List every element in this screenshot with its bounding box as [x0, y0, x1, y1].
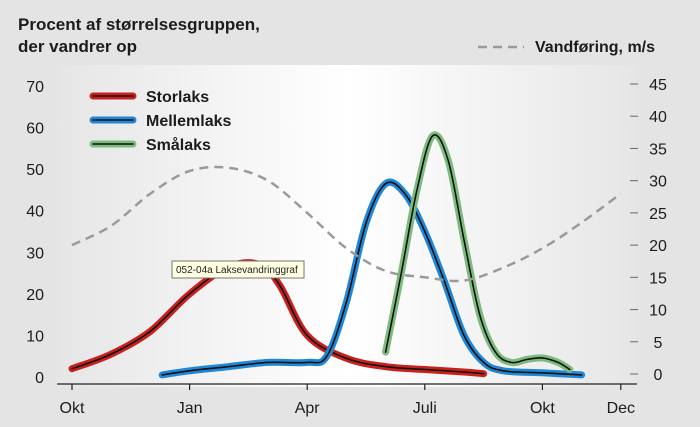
y2-tick-label: 35 [649, 141, 667, 158]
y2-tick-label: 0 [654, 367, 663, 384]
chart-title-line-2: der vandrer op [18, 37, 137, 56]
x-tick-label: Okt [530, 400, 555, 417]
y-tick-label: 0 [35, 370, 44, 387]
y-tick-label: 60 [26, 121, 44, 138]
y-tick-label: 20 [26, 287, 44, 304]
y2-tick-label: 20 [649, 238, 667, 255]
y2-tick-label: 45 [649, 77, 667, 94]
legend: Storlaks Mellemlaks Smålaks [89, 89, 231, 154]
legend-label-sm-laks: Smålaks [146, 136, 211, 154]
series-core-mellemlaks [161, 181, 583, 376]
x-tick-label: Juli [413, 400, 437, 417]
axes: Okt Jan Apr Juli Okt Dec 0 10 20 30 40 50 60 70 0 5 10 15… [26, 77, 667, 417]
series-core-storlaks [71, 261, 485, 375]
y2-tick-label: 10 [649, 303, 667, 320]
y-tick-label: 70 [26, 79, 44, 96]
y-tick-label: 50 [26, 162, 44, 179]
series-core-sm-laks [384, 134, 571, 371]
legend-label-storlaks: Storlaks [146, 89, 209, 106]
y2-tick-label: 40 [649, 109, 667, 126]
series-layer [68, 131, 622, 379]
plot-area [57, 65, 637, 387]
tooltip-label: 052-04a Laksevandringgraf [176, 265, 298, 276]
x-tick-label: Dec [607, 400, 635, 417]
x-tick-label: Apr [295, 400, 321, 417]
tooltip-box [171, 260, 305, 279]
y-tick-label: 40 [26, 204, 44, 221]
y2-tick-label: 30 [649, 174, 667, 191]
y2-tick-label: 15 [649, 270, 667, 287]
secondary-legend-label: Vandføring, m/s [535, 39, 655, 56]
series-line-discharge [71, 165, 622, 283]
y-tick-label: 30 [26, 245, 44, 262]
secondary-axis-legend: Vandføring, m/s [478, 39, 655, 56]
legend-label-mellemlaks: Mellemlaks [146, 113, 231, 130]
y-tick-label: 10 [26, 328, 44, 345]
chart-title-line-1: Procent af størrelsesgruppen, [18, 15, 260, 34]
y2-tick-label: 5 [654, 335, 663, 352]
x-tick-label: Okt [60, 400, 85, 417]
x-tick-label: Jan [177, 400, 203, 417]
tooltip: 052-04a Laksevandringgraf [171, 260, 305, 279]
y2-tick-label: 25 [649, 206, 667, 223]
